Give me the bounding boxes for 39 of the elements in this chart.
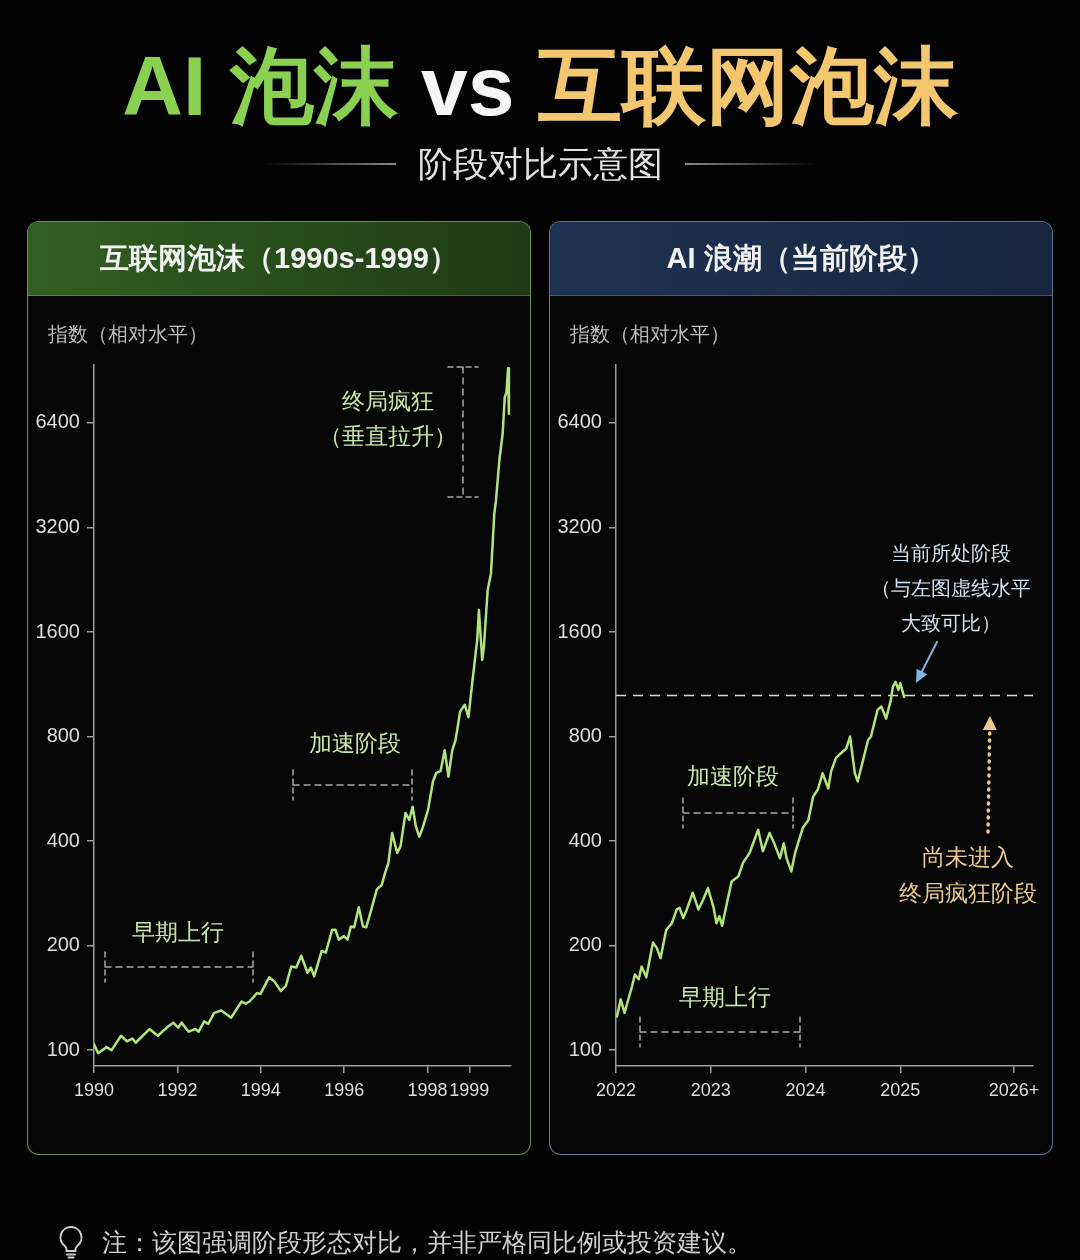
x-tick-label: 2024: [785, 1079, 826, 1100]
annotation: 早期上行: [131, 917, 224, 946]
y-tick-label: 1600: [557, 619, 602, 642]
x-tick-label: 1998: [407, 1079, 448, 1100]
text: 阶段对比示意图: [417, 143, 663, 185]
y-tick-label: 400: [568, 828, 602, 851]
annotation: 加速阶段: [686, 761, 779, 790]
y-tick-label: 100: [568, 1037, 602, 1060]
x-tick-label: 1992: [157, 1079, 198, 1100]
x-tick-label: 1990: [73, 1079, 115, 1100]
y-axis-title: 指数（相对水平）: [48, 322, 208, 347]
y-tick-label: 3200: [35, 515, 80, 538]
ref-line-label: 当前所处阶段（与左图虚线水平大致可比）: [871, 540, 1032, 636]
x-tick-label: 2025: [880, 1079, 921, 1100]
annotation: 尚未进入终局疯狂阶段: [898, 842, 1037, 908]
chart-title: 互联网泡沫（1990s-1999）: [28, 222, 530, 296]
y-tick-label: 800: [568, 724, 602, 747]
y-tick-label: 100: [46, 1037, 80, 1060]
chart-title: AI 浪潮（当前阶段）: [550, 222, 1052, 296]
annotation: 早期上行: [678, 982, 771, 1011]
y-tick-label: 200: [568, 933, 602, 956]
text: AI 泡沫 vs 互联网泡沫: [122, 39, 958, 133]
y-tick-label: 6400: [35, 410, 80, 433]
x-tick-label: 2026+: [988, 1079, 1040, 1100]
x-tick-label: 1996: [324, 1079, 365, 1100]
text: 注：该图强调阶段形态对比，并非严格同比例或投资建议。: [102, 1227, 752, 1258]
y-tick-label: 6400: [557, 410, 602, 433]
annotation: 终局疯狂（垂直拉升）: [318, 386, 457, 451]
x-tick-label: 1994: [240, 1079, 281, 1100]
y-tick-label: 200: [46, 933, 80, 956]
x-tick-label: 2023: [690, 1079, 731, 1100]
y-tick-label: 1600: [35, 619, 80, 642]
y-tick-label: 400: [46, 828, 80, 851]
y-axis-title: 指数（相对水平）: [570, 322, 730, 347]
y-tick-label: 800: [46, 724, 80, 747]
x-tick-label: 1999: [449, 1079, 490, 1100]
y-tick-label: 3200: [557, 515, 602, 538]
annotation: 加速阶段: [308, 728, 401, 757]
x-tick-label: 2022: [595, 1079, 637, 1100]
